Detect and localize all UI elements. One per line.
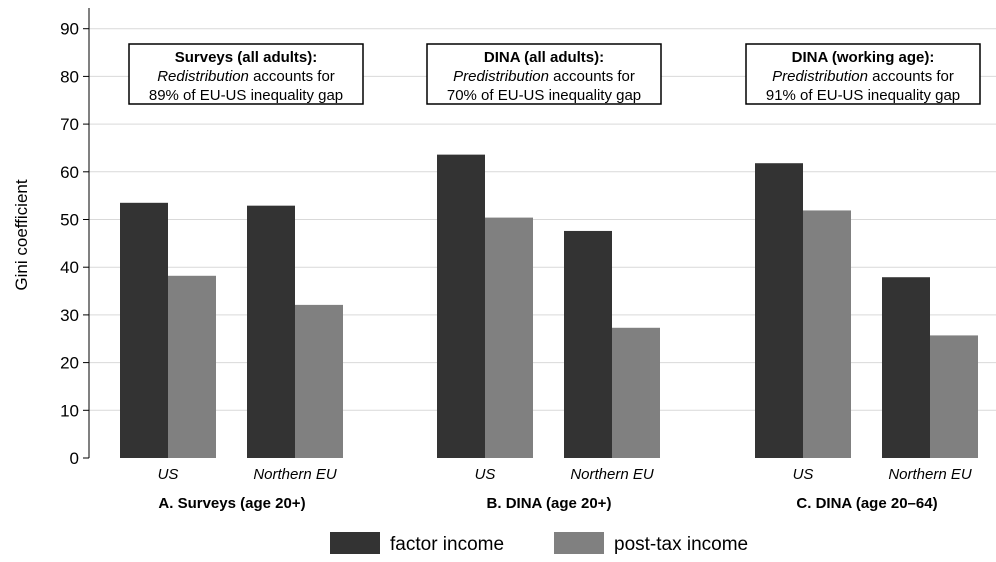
legend-swatch-1 [330,532,380,554]
annotation-line: 70% of EU-US inequality gap [447,87,641,104]
category-label: Northern EU [888,466,972,483]
bar-3-2-2 [930,335,978,458]
y-tick-label-40: 40 [60,258,79,277]
bar-1-2-2 [295,304,343,458]
bar-2-2-1 [564,230,612,458]
bar-2-1-2 [485,217,533,458]
annotation-box [426,43,662,105]
category-label: Northern EU [253,466,337,483]
annotation-italic: Redistribution [157,68,249,85]
bar-3-2-1 [882,277,930,458]
legend: factor income post-tax income [330,532,748,555]
annotation-rest: accounts for [868,68,954,85]
y-tick-label-20: 20 [60,354,79,373]
annotation-box [745,43,981,105]
annotations: Surveys (all adults): Redistribution acco… [128,43,981,105]
y-axis: 0 10 20 30 40 50 60 70 80 90 [60,8,90,468]
bar-1-1-1 [120,202,168,458]
bar-1-1-2 [168,275,216,458]
annotation-line: Predistribution accounts for [453,68,635,85]
y-tick-label-90: 90 [60,20,79,39]
group-label: B. DINA (age 20+) [487,495,612,512]
annotation-italic: Predistribution [453,68,549,85]
y-tick-label-60: 60 [60,163,79,182]
annotation-line: Predistribution accounts for [772,68,954,85]
y-tick-label-30: 30 [60,306,79,325]
annotation-line: 91% of EU-US inequality gap [766,87,960,104]
bar-2-1-1 [437,154,485,459]
y-tick-label-0: 0 [70,449,79,468]
y-tick-label-80: 80 [60,67,79,86]
y-tick-label-50: 50 [60,211,79,230]
annotation-line: Redistribution accounts for [157,68,335,85]
annotation-line: 89% of EU-US inequality gap [149,87,343,104]
category-label: Northern EU [570,466,654,483]
y-tick-label-10: 10 [60,401,79,420]
group-label: A. Surveys (age 20+) [158,495,305,512]
bar-1-2-1 [247,205,295,458]
annotation-title: DINA (all adults): [484,49,604,66]
annotation-italic: Predistribution [772,68,868,85]
annotation-title: Surveys (all adults): [175,49,318,66]
legend-swatch-2 [554,532,604,554]
bar-2-2-2 [612,327,660,458]
legend-label-1: factor income [390,534,504,555]
bars [120,154,978,459]
annotation-box [128,43,364,105]
y-tick-label-70: 70 [60,115,79,134]
annotation-title: DINA (working age): [792,49,935,66]
group-label: C. DINA (age 20–64) [796,495,937,512]
y-axis-label: Gini coefficient [12,179,31,290]
bar-3-1-2 [803,210,851,458]
bar-3-1-1 [755,163,803,459]
category-label: US [158,466,179,483]
category-labels: US Northern EU A. Surveys (age 20+) US North… [158,466,972,512]
gridlines [89,28,996,411]
annotation-rest: accounts for [249,68,335,85]
legend-label-2: post-tax income [614,534,748,555]
category-label: US [475,466,496,483]
category-label: US [793,466,814,483]
annotation-rest: accounts for [549,68,635,85]
